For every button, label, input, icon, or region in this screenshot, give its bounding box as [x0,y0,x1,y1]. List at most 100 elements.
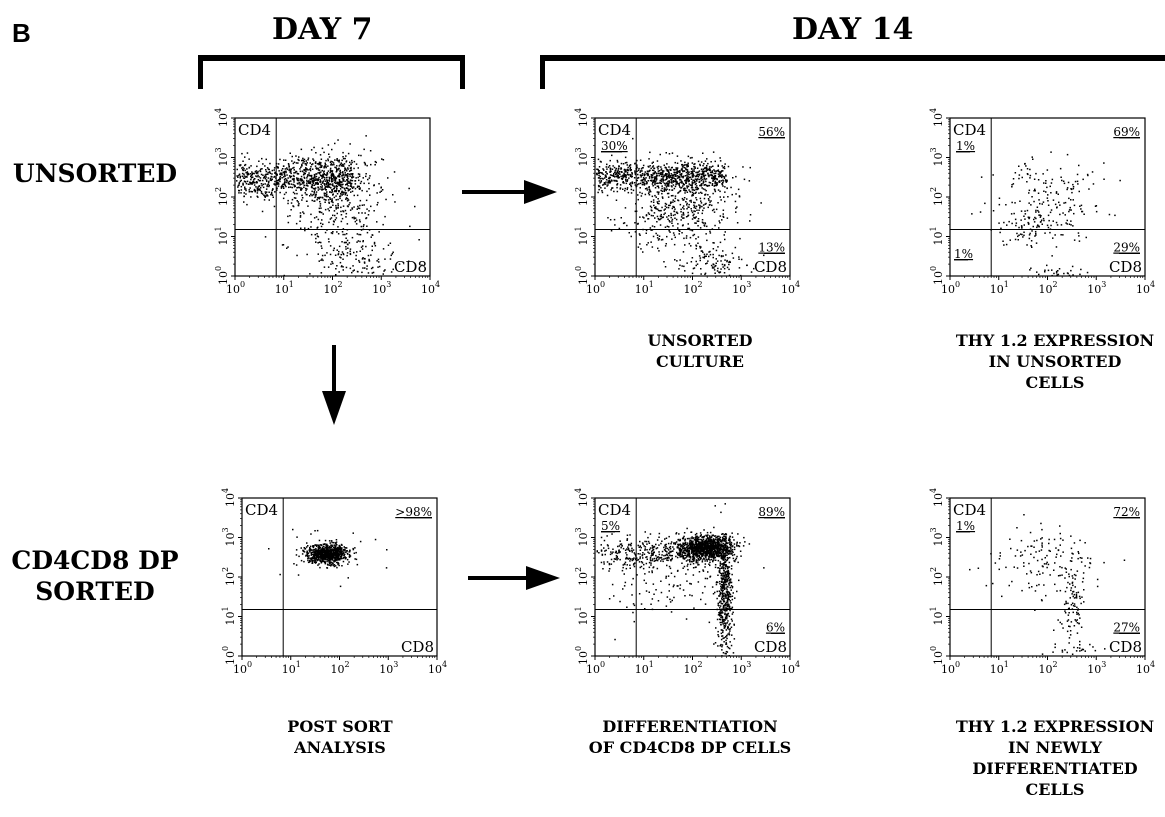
event-dot [710,554,712,556]
event-dot [673,548,675,550]
event-dot [706,535,708,538]
event-dot [647,218,650,220]
event-dot [329,552,331,555]
event-dot [1076,173,1079,176]
event-dot [711,554,714,556]
event-dot [338,564,340,567]
event-dot [338,184,340,187]
event-dot [324,180,327,182]
event-dot [1055,270,1058,273]
event-dot [669,204,671,207]
event-dot [687,223,689,225]
event-dot [666,235,668,238]
event-dot [663,261,665,263]
event-dot [677,223,679,225]
event-dot [684,192,686,194]
event-dot [289,186,292,188]
event-dot [677,183,680,185]
event-dot [660,189,662,192]
event-dot [365,175,367,178]
event-dot [629,166,632,169]
event-dot [393,171,396,173]
event-dot [722,266,724,268]
event-dot [334,542,337,544]
event-dot [330,540,333,542]
event-dot [373,243,376,245]
event-dot [319,174,322,176]
event-dot [669,168,671,171]
event-dot [312,193,314,196]
event-dot [665,182,667,185]
event-dot [1039,214,1041,216]
event-dot [298,555,300,558]
event-dot [331,164,334,166]
event-dot [693,538,696,541]
event-dot [689,545,692,547]
event-dot [688,537,690,540]
event-dot [647,174,649,177]
event-dot [673,234,676,236]
event-dot [684,175,687,177]
event-dot [338,167,340,170]
row-label-unsorted: UNSORTED [12,159,178,188]
event-dot [345,557,347,559]
event-dot [712,176,715,178]
event-dot [1024,210,1026,212]
event-dot [668,171,670,173]
day14-title: DAY 14 [792,12,914,47]
event-dot [337,226,339,228]
event-dot [336,558,338,560]
event-dot [365,217,368,219]
event-dot [340,192,342,195]
event-dot [598,166,601,168]
event-dot [337,203,339,205]
event-dot [700,185,702,187]
event-dot [711,174,713,176]
event-dot [338,190,340,193]
event-dot [332,201,334,204]
event-dot [700,553,702,555]
event-dot [330,546,333,549]
event-dot [290,209,292,211]
event-dot [713,559,715,561]
event-dot [287,215,289,218]
event-dot [333,181,336,184]
event-dot [695,238,697,240]
event-dot [310,178,313,180]
event-dot [342,560,345,563]
event-dot [700,179,703,182]
event-dot [345,192,348,194]
event-dot [346,179,348,181]
event-dot [708,184,711,187]
event-dot [704,545,707,548]
event-dot [326,193,328,195]
event-dot [328,176,330,179]
event-dot [318,197,320,200]
event-dot [706,531,709,534]
event-dot [689,541,691,543]
event-dot [1054,234,1056,236]
event-dot [331,189,333,191]
event-dot [285,191,287,194]
event-dot [656,191,659,193]
event-dot [663,179,665,181]
event-dot [1038,214,1040,216]
event-dot [714,564,717,566]
event-dot [636,179,638,182]
event-dot [736,545,738,547]
event-dot [337,190,340,192]
event-dot [318,551,321,554]
event-dot [688,227,690,230]
event-dot [324,162,326,164]
event-dot [303,551,306,553]
event-dot [271,189,274,192]
event-dot [331,541,333,544]
event-dot [679,264,681,267]
event-dot [998,197,1001,199]
event-dot [1071,191,1073,194]
event-dot [362,240,364,243]
event-dot [290,183,293,185]
event-dot [352,176,355,178]
event-dot [359,250,361,252]
event-dot [674,217,676,219]
